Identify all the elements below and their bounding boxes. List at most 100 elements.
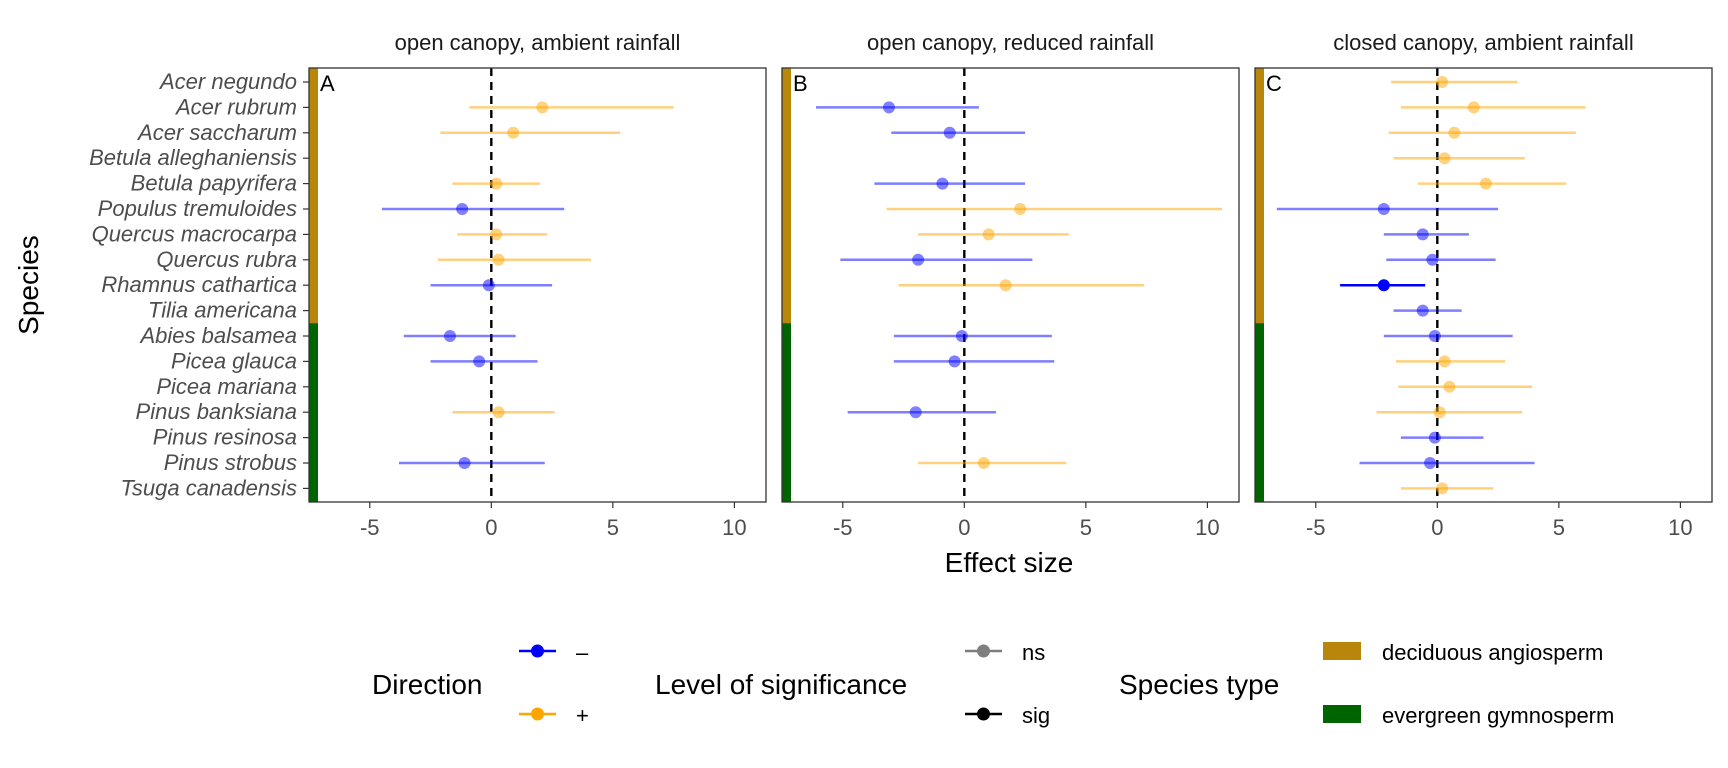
effect-point bbox=[1377, 279, 1390, 292]
species-type-stripe bbox=[782, 475, 791, 503]
y-tick-label: Acer rubrum bbox=[174, 94, 297, 119]
legend-significance-label-ns: ns bbox=[1022, 640, 1045, 665]
x-tick-label: 10 bbox=[1195, 515, 1219, 540]
effect-point bbox=[1014, 203, 1027, 215]
species-type-stripe bbox=[782, 221, 791, 248]
effect-point bbox=[882, 101, 895, 114]
effect-point bbox=[1467, 101, 1480, 114]
legend-species-type-label-deciduous: deciduous angiosperm bbox=[1382, 640, 1603, 665]
effect-point bbox=[1433, 406, 1446, 419]
effect-point bbox=[982, 228, 995, 241]
species-type-stripe bbox=[309, 196, 318, 223]
x-tick-label: 5 bbox=[1553, 515, 1565, 540]
species-type-stripe bbox=[1255, 221, 1264, 248]
panel-A: open canopy, ambient rainfall A -5 0 5 10 bbox=[308, 30, 767, 540]
species-type-stripe bbox=[1255, 297, 1264, 324]
effect-point bbox=[999, 279, 1012, 292]
effect-point bbox=[936, 177, 949, 190]
effect-point bbox=[948, 355, 961, 368]
species-type-stripe bbox=[1255, 475, 1264, 503]
effect-point bbox=[490, 228, 503, 241]
legend-species-type-label-evergreen: evergreen gymnosperm bbox=[1382, 703, 1614, 728]
effect-point bbox=[507, 126, 520, 139]
effect-point bbox=[1426, 253, 1439, 266]
y-tick-label: Betula alleghaniensis bbox=[89, 145, 297, 170]
species-type-stripe bbox=[782, 145, 791, 172]
species-type-stripe bbox=[309, 170, 318, 197]
species-type-stripe bbox=[782, 297, 791, 324]
legend-species-type-title: Species type bbox=[1119, 669, 1279, 700]
species-type-stripe bbox=[1255, 196, 1264, 223]
species-type-stripe bbox=[309, 68, 318, 96]
effect-point bbox=[912, 253, 925, 266]
species-type-stripe bbox=[782, 323, 791, 350]
effect-point bbox=[1438, 152, 1451, 165]
legend: Direction – + Level of significance ns s… bbox=[372, 640, 1614, 728]
species-type-stripe bbox=[1255, 120, 1264, 146]
effect-point bbox=[492, 406, 505, 419]
effect-point bbox=[490, 177, 503, 190]
species-type-stripe bbox=[309, 221, 318, 248]
y-tick-label: Picea glauca bbox=[171, 348, 297, 373]
x-tick-label: 0 bbox=[1431, 515, 1443, 540]
species-type-stripe bbox=[1255, 348, 1264, 375]
species-type-stripe bbox=[309, 475, 318, 503]
species-type-stripe bbox=[782, 348, 791, 375]
x-tick-label: -5 bbox=[1306, 515, 1326, 540]
y-tick-label: Tilia americana bbox=[148, 298, 297, 323]
x-tick-label: 0 bbox=[485, 515, 497, 540]
species-type-stripe bbox=[1255, 170, 1264, 197]
y-tick-label: Quercus rubra bbox=[156, 247, 297, 272]
species-type-stripe bbox=[782, 170, 791, 197]
y-tick-label: Pinus strobus bbox=[164, 450, 297, 475]
legend-direction-label-positive: + bbox=[576, 703, 589, 728]
panel-title: closed canopy, ambient rainfall bbox=[1333, 30, 1633, 55]
species-type-stripe bbox=[782, 68, 791, 96]
legend-significance-label-sig: sig bbox=[1022, 703, 1050, 728]
effect-point bbox=[1436, 76, 1449, 88]
effect-point bbox=[1424, 457, 1437, 469]
effect-point bbox=[943, 126, 956, 139]
legend-direction-label-negative: – bbox=[576, 640, 589, 665]
species-type-stripe bbox=[1255, 323, 1264, 350]
effect-point bbox=[536, 101, 549, 114]
species-type-stripe bbox=[1255, 399, 1264, 426]
effect-point bbox=[955, 330, 968, 342]
panel-tag: C bbox=[1266, 71, 1282, 96]
effect-point bbox=[1428, 330, 1441, 342]
y-tick-label: Picea mariana bbox=[156, 374, 297, 399]
legend-direction-key-positive bbox=[519, 707, 556, 721]
panel-border bbox=[1254, 67, 1713, 503]
effect-point bbox=[1436, 482, 1449, 495]
effect-point bbox=[1428, 431, 1441, 444]
y-tick-label: Populus tremuloides bbox=[98, 196, 297, 221]
x-tick-label: -5 bbox=[360, 515, 380, 540]
species-type-stripe bbox=[309, 120, 318, 146]
y-axis-title: Species bbox=[13, 235, 44, 335]
species-type-stripe bbox=[1255, 247, 1264, 273]
y-tick-label: Abies balsamea bbox=[138, 323, 297, 348]
panel-title: open canopy, reduced rainfall bbox=[867, 30, 1154, 55]
species-type-stripe bbox=[309, 94, 318, 121]
y-tick-label: Quercus macrocarpa bbox=[92, 221, 297, 246]
x-tick-label: -5 bbox=[833, 515, 853, 540]
species-type-stripe bbox=[782, 272, 791, 299]
legend-direction-title: Direction bbox=[372, 669, 482, 700]
legend-significance-title: Level of significance bbox=[655, 669, 907, 700]
species-type-stripe bbox=[1255, 424, 1264, 451]
species-type-stripe bbox=[1255, 272, 1264, 299]
y-tick-label: Acer negundo bbox=[158, 69, 297, 94]
species-type-stripe bbox=[782, 120, 791, 146]
effect-point bbox=[909, 406, 922, 419]
legend-significance-key-sig bbox=[965, 707, 1002, 721]
effect-point bbox=[482, 279, 495, 292]
y-tick-label: Betula papyrifera bbox=[131, 171, 297, 196]
legend-species-type-swatch-evergreen bbox=[1323, 705, 1361, 723]
effect-point bbox=[443, 330, 456, 342]
effect-point bbox=[1479, 177, 1492, 190]
effect-point bbox=[977, 457, 990, 469]
effect-point bbox=[456, 203, 469, 215]
species-type-stripe bbox=[1255, 145, 1264, 172]
